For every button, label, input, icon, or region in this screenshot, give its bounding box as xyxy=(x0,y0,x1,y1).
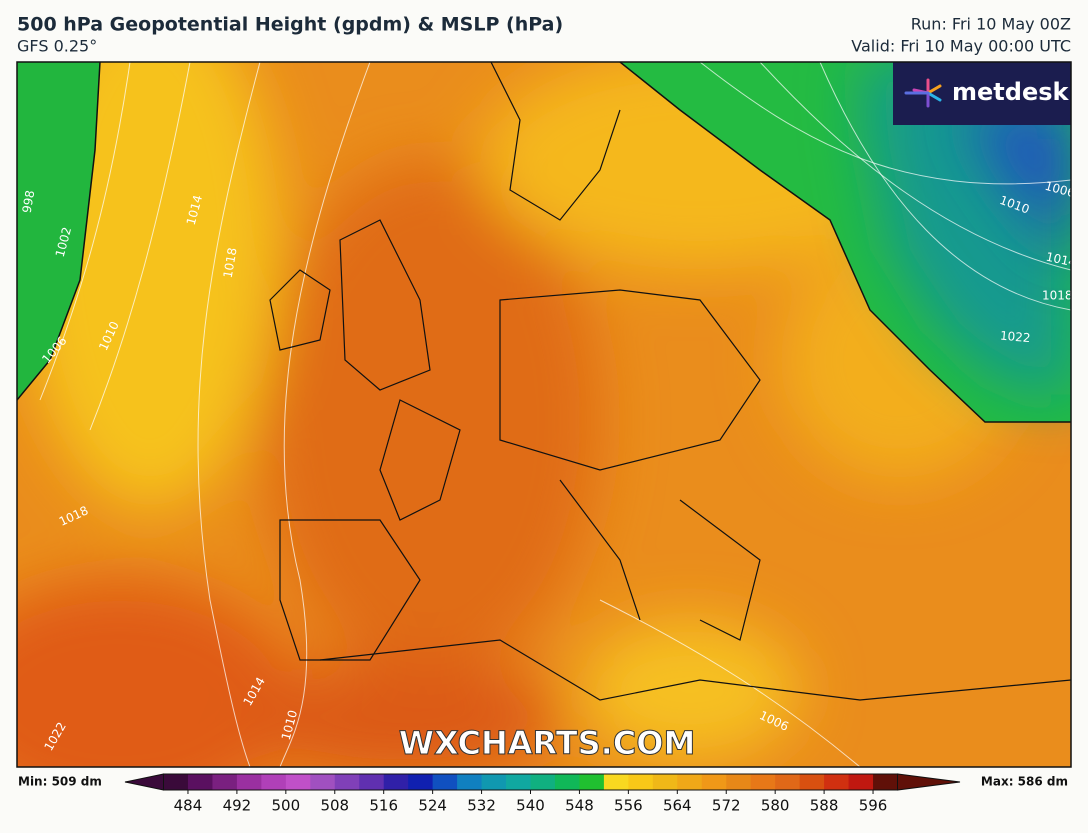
colorbar-segment xyxy=(652,774,678,790)
colorbar-segment xyxy=(408,774,434,790)
colorbar-segment xyxy=(383,774,409,790)
colorbar-segment xyxy=(750,774,776,790)
contour-label: 998 xyxy=(20,189,38,214)
colorbar-tick-label: 548 xyxy=(565,797,594,815)
min-label: Min: 509 dm xyxy=(18,775,102,789)
colorbar-segment xyxy=(873,774,898,790)
colorbar-tick-label: 572 xyxy=(712,797,741,815)
colorbar-segment xyxy=(701,774,727,790)
colorbar: 484 492 500 508 516 524 532 540 548 556 564 572 580 5… xyxy=(124,773,961,815)
colorbar-segment xyxy=(579,774,605,790)
map-frame xyxy=(16,61,1072,768)
max-label: Max: 586 dm xyxy=(981,775,1068,789)
colorbar-segment xyxy=(236,774,262,790)
colorbar-segment xyxy=(481,774,507,790)
colorbar-segment xyxy=(726,774,752,790)
logo: metdesk xyxy=(952,78,1070,106)
colorbar-segment xyxy=(824,774,850,790)
colorbar-arrow-left xyxy=(124,773,164,791)
logo-icon xyxy=(904,78,942,108)
colorbar-tick-label: 500 xyxy=(272,797,301,815)
valid-time: Valid: Fri 10 May 00:00 UTC xyxy=(851,37,1071,56)
colorbar-segment xyxy=(775,774,801,790)
title: 500 hPa Geopotential Height (gpdm) & MSL… xyxy=(17,14,563,36)
colorbar-tick-label: 532 xyxy=(467,797,496,815)
map: 998 1002 1006 1010 1014 1018 1018 1014 1… xyxy=(17,62,1078,767)
colorbar-tick-label: 524 xyxy=(418,797,447,815)
contour-label: 1014 xyxy=(1045,250,1078,270)
colorbar-arrow-right xyxy=(897,773,961,791)
watermark: WXCHARTS.COM xyxy=(399,724,696,762)
colorbar-segment xyxy=(163,774,189,790)
colorbar-tick-label: 508 xyxy=(320,797,349,815)
run-time: Run: Fri 10 May 00Z xyxy=(911,15,1071,34)
colorbar-segment xyxy=(457,774,483,790)
colorbar-segment xyxy=(261,774,287,790)
subtitle: GFS 0.25° xyxy=(17,37,97,56)
colorbar-segment xyxy=(187,774,213,790)
colorbar-tick-label: 596 xyxy=(859,797,888,815)
colorbar-tick-label: 564 xyxy=(663,797,692,815)
contour-label: 1018 xyxy=(221,247,240,280)
colorbar-tick-label: 540 xyxy=(516,797,545,815)
colorbar-segment xyxy=(530,774,556,790)
colorbar-segment xyxy=(334,774,360,790)
contour-label: 1022 xyxy=(999,329,1031,346)
colorbar-tick-label: 516 xyxy=(369,797,398,815)
colorbar-segment xyxy=(799,774,825,790)
colorbar-tick-label: 492 xyxy=(223,797,252,815)
colorbar-segment xyxy=(554,774,580,790)
colorbar-segment xyxy=(628,774,654,790)
colorbar-segment xyxy=(603,774,629,790)
colorbar-segment xyxy=(848,774,874,790)
colorbar-segment xyxy=(310,774,336,790)
colorbar-segment xyxy=(212,774,238,790)
colorbar-segment xyxy=(359,774,385,790)
contour-label: 1018 xyxy=(1042,289,1073,303)
colorbar-tick-label: 588 xyxy=(810,797,839,815)
colorbar-segment xyxy=(677,774,703,790)
colorbar-segment xyxy=(506,774,531,790)
colorbar-segment xyxy=(285,774,311,790)
colorbar-segment xyxy=(432,774,458,790)
colorbar-tick-label: 484 xyxy=(174,797,203,815)
colorbar-tick-label: 556 xyxy=(614,797,643,815)
colorbar-tick-label: 580 xyxy=(761,797,790,815)
